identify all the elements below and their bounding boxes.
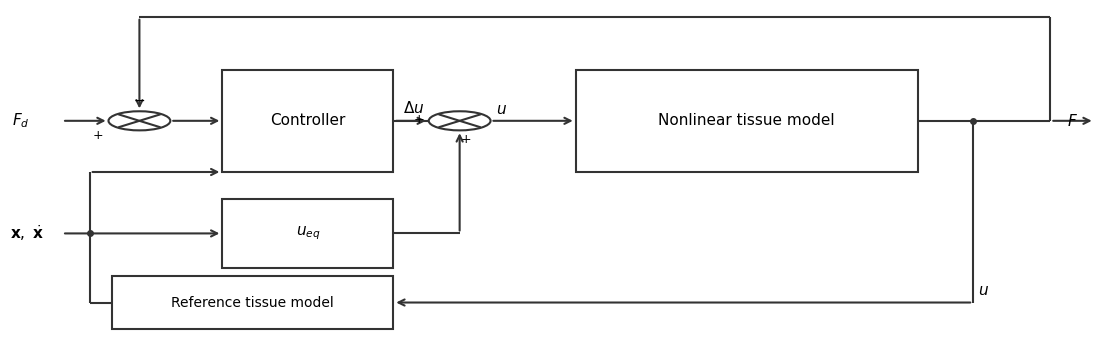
FancyBboxPatch shape: [223, 199, 393, 268]
Text: Nonlinear tissue model: Nonlinear tissue model: [659, 113, 835, 128]
FancyBboxPatch shape: [576, 69, 918, 172]
Text: $u$: $u$: [496, 102, 507, 117]
Text: $-$: $-$: [133, 93, 145, 107]
Text: Reference tissue model: Reference tissue model: [172, 295, 334, 310]
Text: $\Delta u$: $\Delta u$: [403, 100, 424, 116]
Circle shape: [108, 111, 170, 130]
Circle shape: [428, 111, 490, 130]
Text: $F$: $F$: [1067, 113, 1078, 129]
FancyBboxPatch shape: [223, 69, 393, 172]
Text: Controller: Controller: [270, 113, 345, 128]
Text: $+$: $+$: [459, 133, 470, 146]
Text: $u$: $u$: [977, 283, 989, 299]
FancyBboxPatch shape: [112, 276, 393, 329]
Text: $\mathbf{x},\ \dot{\mathbf{x}}$: $\mathbf{x},\ \dot{\mathbf{x}}$: [10, 224, 44, 244]
Text: $+$: $+$: [92, 129, 103, 142]
Text: $F_d$: $F_d$: [12, 111, 30, 130]
Text: $u_{eq}$: $u_{eq}$: [296, 225, 320, 242]
Text: $+$: $+$: [413, 112, 424, 126]
